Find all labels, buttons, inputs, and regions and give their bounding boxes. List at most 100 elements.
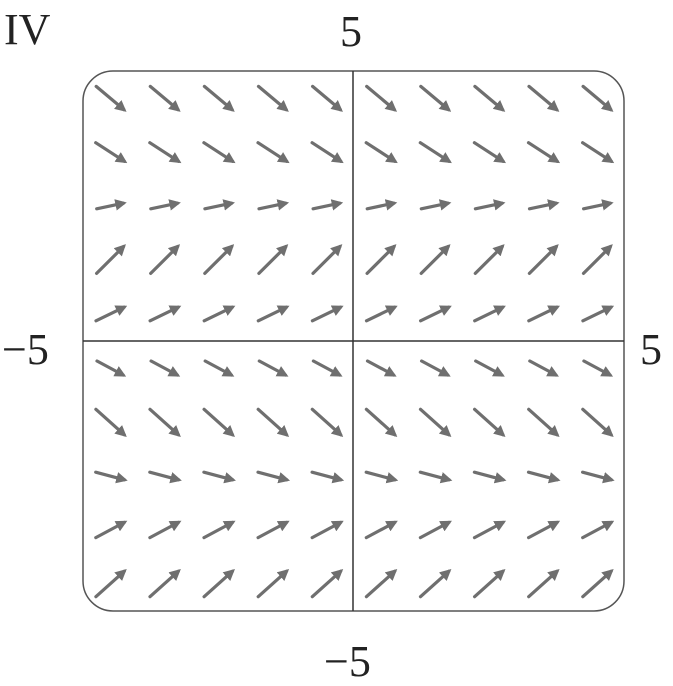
field-arrow [419, 305, 452, 323]
field-arrow [581, 568, 614, 599]
field-arrow [94, 407, 127, 438]
field-arrow [149, 199, 181, 211]
field-arrow [310, 470, 345, 484]
field-arrow [474, 359, 505, 377]
field-arrow [472, 520, 507, 540]
field-arrow [94, 84, 127, 112]
field-arrow [527, 84, 560, 112]
field-arrow [364, 141, 398, 164]
field-arrow [94, 244, 126, 275]
field-arrow [94, 470, 128, 484]
field-arrow [202, 407, 235, 438]
field-arrow [473, 199, 506, 211]
field-arrow [365, 359, 397, 377]
field-arrow [94, 520, 128, 540]
field-arrow [310, 520, 344, 540]
field-arrow [364, 305, 398, 323]
field-arrow [527, 305, 561, 323]
field-arrow [472, 141, 507, 164]
field-arrow [95, 199, 127, 211]
field-arrow [256, 470, 291, 484]
field-arrow [148, 520, 182, 540]
field-arrow [581, 244, 613, 275]
field-arrow [202, 141, 236, 164]
field-arrow [202, 470, 236, 484]
field-arrow [419, 84, 452, 112]
field-arrow [311, 244, 343, 275]
field-arrow [256, 568, 290, 599]
field-arrow [94, 305, 128, 323]
field-arrow [473, 407, 506, 438]
field-arrow [419, 199, 452, 211]
field-arrow [526, 470, 561, 484]
field-arrow [527, 407, 560, 438]
field-arrow [257, 244, 289, 275]
x-axis-min-label: −5 [2, 325, 49, 374]
field-arrow [420, 359, 451, 377]
field-arrow [581, 305, 615, 323]
field-arrow [256, 84, 289, 112]
field-arrow [365, 84, 398, 112]
field-arrow [202, 568, 235, 599]
field-arrow [364, 470, 399, 484]
field-arrow [365, 244, 397, 275]
field-arrow [419, 244, 451, 275]
field-arrow [148, 305, 182, 323]
field-arrow [364, 520, 398, 540]
field-arrow [256, 141, 290, 164]
field-arrow [149, 359, 181, 377]
field-arrow [528, 359, 559, 377]
x-axis-max-label: 5 [640, 325, 662, 374]
field-arrow [256, 520, 290, 540]
field-arrow [257, 359, 289, 377]
field-arrow [364, 407, 398, 438]
field-arrow [202, 520, 236, 540]
field-arrow [581, 407, 614, 438]
field-arrow [148, 407, 181, 438]
field-arrow [148, 568, 181, 599]
vector-field-arrows [94, 84, 615, 599]
field-arrow [256, 305, 290, 323]
field-arrow [526, 520, 561, 540]
field-arrow [311, 84, 343, 112]
field-arrow [257, 199, 290, 211]
field-arrow [418, 568, 452, 599]
field-arrow [202, 84, 235, 112]
field-arrow [310, 141, 344, 164]
field-arrow [364, 568, 398, 599]
field-arrow [148, 470, 182, 484]
panel-label: IV [4, 5, 51, 54]
field-arrow [94, 141, 128, 164]
field-arrow [581, 520, 615, 540]
field-arrow [203, 199, 235, 211]
field-arrow [473, 244, 505, 275]
field-arrow [365, 199, 398, 211]
field-arrow [580, 141, 615, 164]
field-arrow [202, 305, 236, 323]
field-arrow [310, 305, 344, 323]
field-arrow [256, 407, 290, 438]
field-arrow [581, 84, 614, 112]
field-arrow [310, 407, 344, 438]
field-arrow [473, 84, 506, 112]
field-arrow [581, 199, 614, 211]
y-axis-max-label: 5 [340, 7, 362, 56]
field-arrow [582, 359, 614, 377]
field-arrow [418, 407, 452, 438]
field-arrow [527, 568, 560, 599]
y-axis-min-label: −5 [324, 637, 371, 686]
field-arrow [473, 305, 506, 323]
field-arrow [310, 568, 344, 599]
field-arrow [95, 359, 127, 377]
field-arrow [418, 470, 453, 484]
field-arrow [580, 470, 615, 484]
field-arrow [149, 244, 181, 275]
field-arrow [203, 359, 235, 377]
field-arrow [148, 141, 182, 164]
field-arrow [311, 199, 344, 211]
field-arrow [473, 568, 506, 599]
field-arrow [148, 84, 181, 112]
field-arrow [526, 141, 561, 164]
field-arrow [311, 359, 343, 377]
